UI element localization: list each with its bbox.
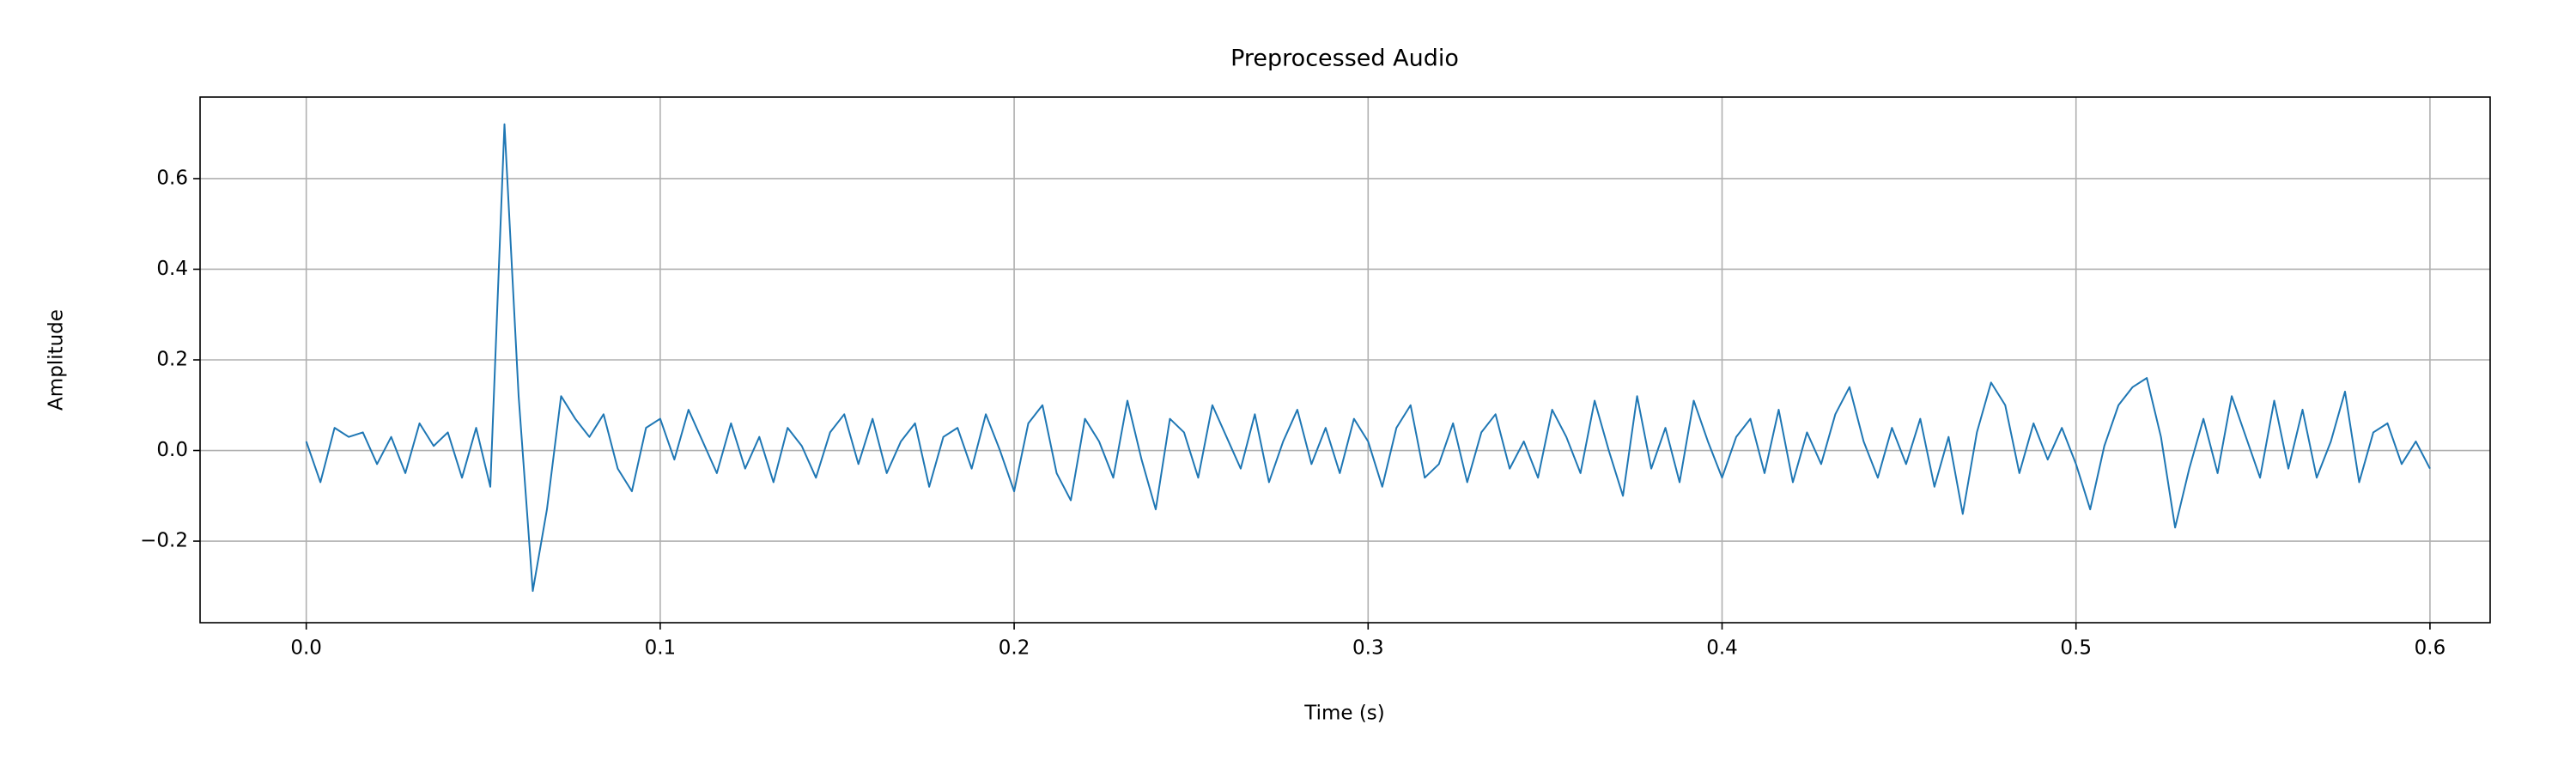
y-tick-label: 0.6	[156, 167, 188, 189]
x-tick-label: 0.0	[290, 637, 322, 660]
x-axis-label: Time (s)	[1303, 703, 1385, 725]
y-tick-label: 0.2	[156, 349, 188, 371]
x-tick-label: 0.4	[1706, 637, 1738, 660]
x-tick-label: 0.5	[2060, 637, 2092, 660]
x-tick-label: 0.2	[999, 637, 1030, 660]
x-tick-label: 0.3	[1352, 637, 1384, 660]
y-tick-label: 0.4	[156, 258, 188, 280]
y-tick-label: −0.2	[140, 530, 188, 552]
y-axis-label: Amplitude	[46, 309, 68, 411]
waveform-line	[305, 123, 2431, 593]
x-tick-label: 0.6	[2415, 637, 2446, 660]
x-tick-label: 0.1	[645, 637, 677, 660]
chart-title: Preprocessed Audio	[1230, 46, 1459, 72]
y-tick-label: 0.0	[156, 439, 188, 461]
plot-frame	[199, 96, 2491, 624]
